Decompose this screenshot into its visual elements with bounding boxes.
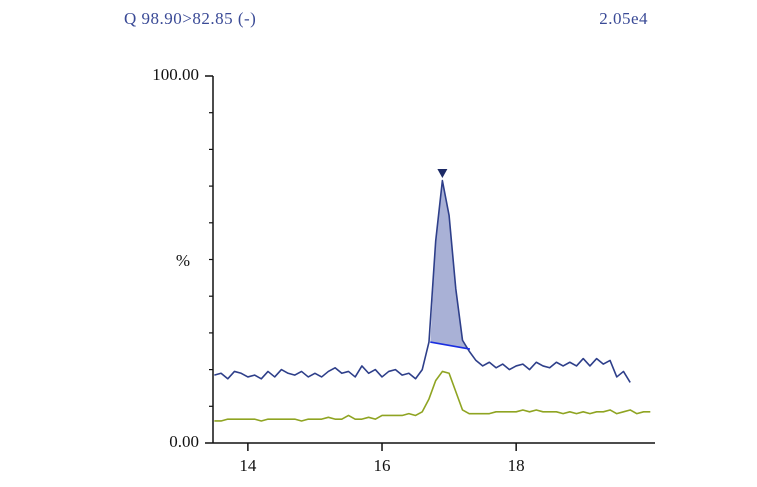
y-tick-label: 0.00 [169,432,199,451]
x-tick-label: 14 [239,456,257,475]
peak-area [430,180,470,352]
series-line [214,179,631,383]
chart-title: Q 98.90>82.85 (-) [124,9,256,28]
x-tick-label: 18 [508,456,525,475]
peak-marker [437,168,448,178]
x-tick-label: 16 [374,456,391,475]
y-tick-label: 100.00 [152,65,199,84]
scale-label: 2.05e4 [599,9,648,28]
integration-baseline [430,341,471,350]
series-line [214,370,651,422]
y-axis-label: % [176,251,190,270]
